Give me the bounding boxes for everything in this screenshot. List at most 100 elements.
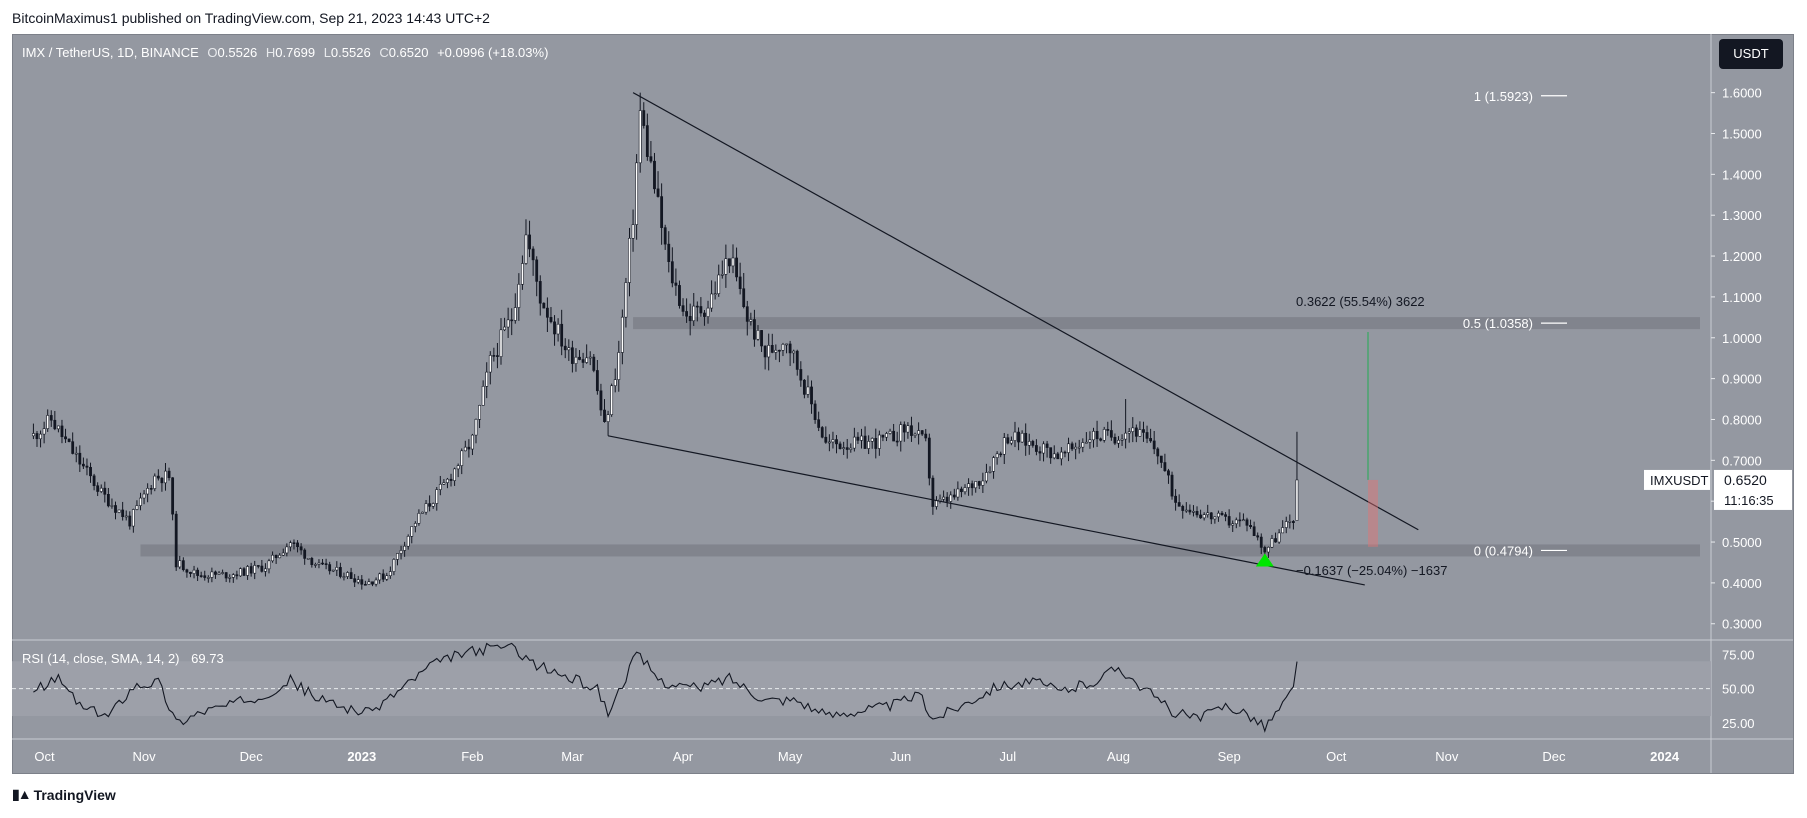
candle-body [46, 415, 50, 429]
candle-body [410, 526, 414, 537]
price-tag: IMXUSDT 0.6520 11:16:35 [1644, 469, 1792, 510]
candle-body [356, 579, 360, 583]
candle-body [595, 370, 599, 392]
candle-body [524, 234, 528, 264]
candle-body [1038, 451, 1042, 454]
price-tick-label: 1.1000 [1722, 290, 1762, 305]
price-tick-label: 0.3000 [1722, 617, 1762, 632]
price-tick-label: 1.4000 [1722, 167, 1762, 182]
candle-body [1109, 430, 1113, 438]
candle-body [985, 472, 988, 482]
price-tick-label: 1.0000 [1722, 331, 1762, 346]
candle-body [53, 419, 57, 430]
rsi-legend: RSI (14, close, SMA, 14, 2) 69.73 [22, 651, 224, 666]
candle-body [342, 576, 346, 578]
candle-body [578, 356, 581, 360]
candle-body [913, 433, 917, 436]
candle-body [478, 405, 481, 420]
candle-body [274, 554, 278, 559]
candle-body [938, 498, 942, 501]
candle-body [860, 435, 863, 441]
candle-body [242, 568, 246, 576]
candle-body [820, 427, 824, 438]
candle-body [592, 356, 596, 371]
candle-body [131, 509, 135, 527]
candle-body [902, 424, 906, 433]
candle-body [485, 371, 489, 387]
candle-body [1288, 521, 1292, 523]
symbol-tag: IMXUSDT [1650, 473, 1709, 488]
candle-body [981, 480, 985, 486]
candle-body [106, 494, 110, 507]
candle-body [863, 435, 867, 449]
symbol-legend: IMX / TetherUS, 1D, BINANCE O0.5526 H0.7… [22, 45, 549, 60]
candle-body [1017, 431, 1020, 443]
candle-body [1217, 512, 1220, 518]
candle-body [1202, 514, 1206, 519]
candle-body [78, 452, 82, 465]
rsi-name: RSI (14, close, SMA, 14, 2) [22, 651, 180, 666]
time-axis[interactable]: Oct Nov Dec 2023 Feb Mar Apr May Jun Jul Aug Sep Oct… [34, 749, 1679, 764]
candle-body [210, 571, 214, 578]
candle-body [317, 562, 321, 565]
candle-body [431, 503, 435, 507]
candle-body [574, 356, 578, 364]
candle-body [999, 453, 1003, 456]
candle-body [96, 485, 100, 492]
candle-body [71, 441, 75, 454]
candle-body [802, 379, 806, 395]
candle-body [385, 575, 389, 580]
candle-body [970, 483, 974, 489]
candle-body [353, 578, 357, 583]
candle-body [128, 515, 132, 527]
candle-body [681, 305, 685, 312]
candle-body [467, 446, 471, 450]
candle-body [1192, 511, 1195, 513]
candle-body [492, 355, 496, 357]
candle-body [877, 434, 881, 449]
candle-body [32, 433, 35, 437]
rsi-tick-label: 25.00 [1722, 716, 1755, 731]
candle-body [767, 345, 771, 358]
candle-body [506, 319, 510, 328]
candle-body [378, 573, 382, 581]
candle-body [795, 350, 799, 370]
candle-body [952, 494, 956, 498]
candle-body [1102, 429, 1106, 441]
trendlines[interactable] [607, 92, 1419, 586]
measure-down-box [1368, 479, 1378, 547]
candle-body [488, 355, 492, 373]
candle-body [599, 390, 603, 411]
fib-label: 0 (0.4794) [1474, 543, 1533, 558]
candle-body [221, 572, 224, 574]
currency-button[interactable]: USDT [1719, 39, 1783, 69]
candle-body [560, 323, 564, 347]
change-value: +0.0996 (+18.03%) [437, 45, 549, 60]
candle-body [438, 483, 442, 490]
symbol-tag-bg [1644, 469, 1710, 490]
candle-body [35, 433, 39, 440]
candle-body [545, 307, 549, 318]
candle-body [874, 438, 878, 449]
candle-body [1081, 442, 1085, 448]
candle-body [89, 466, 92, 477]
candle-body [1184, 509, 1188, 512]
price-tick-label: 0.5000 [1722, 535, 1762, 550]
candle-body [542, 302, 546, 309]
trendline-upper [632, 92, 1419, 531]
candle-body [535, 259, 539, 282]
candle-body [178, 560, 182, 568]
price-axis[interactable]: 1.6000 1.5000 1.4000 1.3000 1.2000 1.1000 1.00… [1711, 86, 1762, 632]
candle-body [835, 439, 838, 445]
candle-body [881, 434, 885, 438]
candle-body [56, 425, 60, 430]
candlesticks [32, 92, 1299, 590]
candle-body [688, 315, 692, 322]
candle-body [924, 433, 928, 439]
candle-body [513, 307, 517, 321]
candle-body [81, 463, 85, 467]
chart-panel[interactable] [12, 34, 1794, 774]
candle-body [813, 403, 817, 420]
trendline-lower [607, 435, 1365, 586]
